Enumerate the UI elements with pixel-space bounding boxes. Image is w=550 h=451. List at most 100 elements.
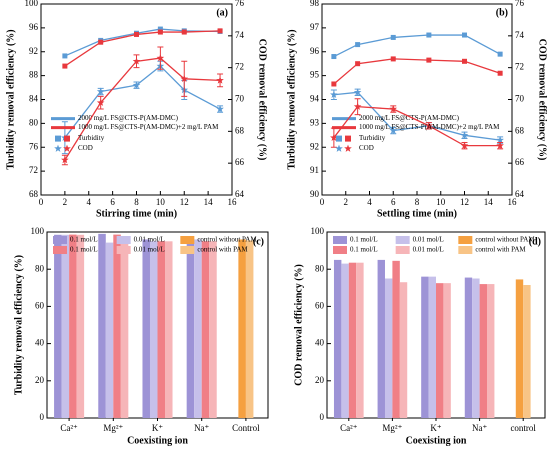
panel-label: (b)	[496, 7, 508, 18]
cod-point	[425, 121, 433, 129]
y-tick-label: 100	[31, 226, 45, 236]
legend-label: 0.1 mol/L	[350, 236, 378, 244]
turbidity-point	[62, 63, 68, 69]
y2-tick-label: 72	[235, 62, 244, 72]
legend-swatch	[333, 236, 347, 244]
legend-label: 0.01 mol/L	[413, 246, 444, 254]
x-tick-label: 2	[63, 197, 68, 207]
x-tick-label: Ca²⁺	[60, 423, 78, 433]
y2-tick-label: 70	[515, 94, 525, 104]
cod-point	[496, 136, 504, 144]
turbidity-point	[134, 31, 139, 37]
turbidity-line	[333, 58, 501, 85]
cod-line	[333, 91, 501, 141]
legend-marker	[344, 144, 352, 152]
bar	[149, 241, 158, 418]
legend-marker	[54, 144, 62, 152]
y2-tick-label: 72	[515, 62, 524, 72]
y2-tick-label: 74	[235, 30, 245, 40]
legend-label: 0.01 mol/L	[413, 236, 444, 244]
bar	[194, 239, 202, 418]
turbidity-point	[426, 57, 432, 63]
y-tick-label: 84	[29, 94, 39, 104]
x-axis-title: Settling time (min)	[377, 208, 457, 219]
x-tick-label: 8	[415, 197, 420, 207]
y-tick-label: 98	[310, 0, 320, 8]
bar	[515, 279, 524, 418]
y-tick-label: 96	[29, 22, 39, 32]
bar	[69, 234, 77, 418]
y-tick-label: 80	[315, 263, 325, 273]
y-tick-label: 92	[310, 141, 319, 151]
legend-label: Turbidity	[359, 134, 386, 142]
x-tick-label: 4	[87, 197, 92, 207]
legend-swatch	[180, 236, 195, 244]
legend-swatch	[333, 246, 347, 254]
cod-point	[330, 133, 338, 141]
bar	[487, 284, 495, 418]
y-tick-label: 94	[310, 94, 320, 104]
legend-label: 2000 mg/L FS@CTS-P(AM-DMC)	[359, 114, 460, 122]
turbidity-point	[331, 54, 337, 60]
y-tick-label: 76	[29, 141, 39, 151]
legend-label: 0.01 mol/L	[134, 236, 165, 244]
x-tick-label: 16	[508, 197, 518, 207]
cod-point	[96, 87, 105, 95]
legend-label: 0.1 mol/L	[70, 246, 98, 254]
y-tick-label: 60	[315, 300, 325, 310]
legend-label: control with PAM	[475, 246, 526, 254]
bar	[333, 259, 342, 418]
legend-label: 1000 mg/L FS@CTS-P(AM-DMC)+2 mg/L PAM	[78, 123, 219, 131]
turbidity-point	[497, 51, 503, 57]
y2-tick-label: 64	[515, 189, 525, 199]
bar	[472, 278, 480, 418]
turbidity-point	[426, 32, 432, 38]
x-tick-label: Mg²⁺	[382, 423, 402, 433]
x-tick-label: 10	[156, 197, 166, 207]
legend-swatch	[116, 236, 131, 244]
y2-tick-label: 66	[515, 157, 525, 167]
legend-swatch	[458, 236, 473, 244]
x-tick-label: Mg²⁺	[103, 423, 123, 433]
bar	[98, 233, 106, 418]
bar	[348, 262, 357, 418]
legend-marker	[63, 144, 71, 152]
y-tick-label: 97	[310, 22, 320, 32]
x-tick-label: Na⁺	[472, 423, 487, 433]
bar	[421, 276, 429, 418]
cod-point	[156, 54, 165, 62]
x-tick-label: 12	[460, 197, 469, 207]
legend-label: COD	[359, 144, 374, 152]
bar	[76, 234, 85, 418]
x-tick-label: Na⁺	[194, 423, 209, 433]
legend-marker	[64, 135, 70, 142]
cod-line	[333, 105, 501, 147]
legend-swatch	[458, 246, 473, 254]
y-tick-label: 68	[29, 189, 39, 199]
bar	[165, 241, 173, 418]
cod-point	[353, 88, 362, 96]
x-tick-label: 8	[134, 197, 139, 207]
legend-label: Turbidity	[78, 134, 105, 142]
x-tick-label: K⁺	[152, 423, 163, 433]
legend-swatch	[116, 246, 131, 254]
bar	[464, 277, 473, 418]
turbidity-point	[462, 58, 467, 64]
y-tick-label: 80	[29, 117, 39, 127]
turbidity-point	[157, 29, 163, 35]
y-tick-label: 91	[310, 165, 319, 175]
legend-marker	[55, 135, 61, 142]
turbidity-point	[157, 26, 163, 32]
x-tick-label: 16	[228, 197, 238, 207]
y-tick-label: 93	[310, 117, 320, 127]
bar	[399, 282, 408, 418]
bar	[392, 260, 400, 418]
y-tick-label: 100	[25, 0, 39, 8]
y-tick-label: 0	[40, 412, 45, 422]
y-tick-label: 90	[310, 189, 320, 199]
cod-point	[216, 76, 224, 84]
x-tick-label: 0	[39, 197, 44, 207]
cod-point	[460, 131, 469, 139]
legend-swatch	[395, 236, 410, 244]
turbidity-point	[355, 42, 361, 48]
